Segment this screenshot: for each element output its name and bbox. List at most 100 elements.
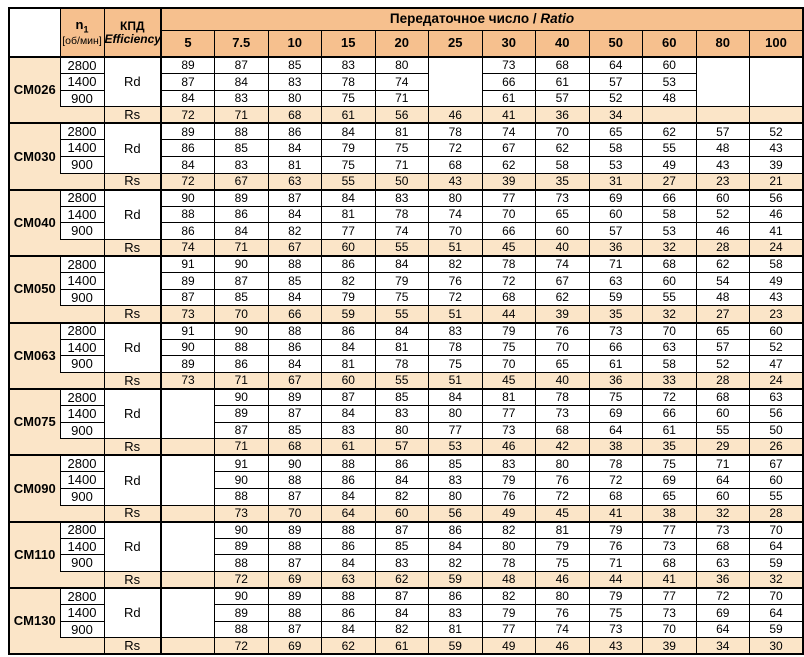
rs-value-cell: 72 [160, 106, 215, 125]
efficiency-value-cell: 65 [588, 122, 643, 141]
efficiency-value-cell: 80 [374, 421, 429, 440]
speed-cell: 900 [59, 620, 105, 639]
speed-cell: 900 [59, 355, 105, 373]
rs-value-cell: 49 [481, 504, 536, 523]
efficiency-value-cell: 80 [374, 56, 429, 75]
efficiency-value-cell: 78 [428, 122, 483, 141]
efficiency-value-cell: 82 [374, 487, 429, 506]
efficiency-value-cell: 68 [428, 156, 483, 174]
efficiency-value-cell: 87 [267, 620, 322, 639]
efficiency-value-cell: 85 [428, 454, 483, 473]
ratio-title-en: Ratio [540, 11, 575, 27]
efficiency-value-cell: 61 [588, 355, 643, 373]
rs-value-cell: 34 [695, 637, 750, 656]
efficiency-value-cell: 84 [428, 537, 483, 556]
efficiency-value-cell: 79 [588, 520, 643, 539]
efficiency-value-cell: 84 [160, 89, 215, 108]
efficiency-value-cell: 86 [321, 537, 376, 556]
efficiency-value-cell: 60 [588, 205, 643, 224]
efficiency-value-cell: 69 [695, 604, 750, 622]
rs-type-cell: Rs [103, 172, 162, 191]
efficiency-label-en: Efficiency [104, 31, 161, 46]
efficiency-value-cell: 61 [535, 73, 590, 91]
efficiency-value-cell: 88 [321, 587, 376, 606]
speed-cell: 2800 [59, 587, 105, 606]
ratio-col-header: 15 [321, 29, 376, 58]
model-name-cell: CM110 [8, 520, 60, 590]
rs-value-cell: 56 [428, 504, 483, 523]
rs-value-cell: 55 [374, 305, 429, 324]
efficiency-value-cell: 62 [535, 139, 590, 158]
rs-value-cell [749, 106, 804, 125]
efficiency-value-cell: 80 [428, 487, 483, 506]
efficiency-value-cell: 84 [267, 288, 322, 307]
table-row: CM030 2800 Rd 89 88 86 84 81 78 74 70 65 62 57 52 [8, 122, 804, 191]
efficiency-value-cell: 55 [642, 288, 697, 307]
efficiency-value-cell: 73 [642, 604, 697, 622]
rs-value-cell: 71 [214, 438, 269, 457]
speed-cell: 2800 [59, 188, 105, 207]
efficiency-value-cell: 78 [374, 205, 429, 224]
table-row-rs: Rs 71 68 61 57 53 46 42 38 35 29 26 [9, 438, 804, 457]
efficiency-value-cell: 86 [321, 471, 376, 489]
efficiency-value-cell: 66 [481, 73, 536, 91]
rs-value-cell: 73 [160, 371, 215, 390]
efficiency-value-cell: 83 [428, 321, 483, 340]
efficiency-value-cell: 67 [535, 272, 590, 290]
rs-value-cell: 60 [321, 371, 376, 390]
speed-cell: 1400 [59, 471, 105, 489]
efficiency-value-cell: 89 [214, 604, 269, 622]
rs-value-cell: 74 [160, 239, 215, 258]
rs-value-cell: 38 [588, 438, 643, 457]
rs-type-cell: Rs [103, 504, 162, 523]
rs-value-cell: 35 [588, 305, 643, 324]
rs-speed-spacer [60, 637, 105, 656]
efficiency-value-cell: 81 [428, 620, 483, 639]
efficiency-value-cell: 72 [588, 471, 643, 489]
efficiency-value-cell: 86 [321, 321, 376, 340]
model-name-cell: CM050 [8, 255, 60, 324]
rs-value-cell: 45 [481, 371, 536, 390]
rs-value-cell: 69 [267, 570, 322, 589]
efficiency-value-cell: 81 [374, 338, 429, 357]
efficiency-value-cell: 64 [749, 537, 804, 556]
efficiency-value-cell: 75 [588, 604, 643, 622]
rs-value-cell: 41 [481, 106, 536, 125]
rs-value-cell: 67 [267, 239, 322, 258]
rs-value-cell: 73 [214, 504, 269, 523]
efficiency-value-cell: 62 [642, 122, 697, 141]
rs-value-cell: 41 [642, 570, 697, 589]
efficiency-value-cell: 89 [267, 387, 322, 406]
efficiency-value-cell: 72 [428, 139, 483, 158]
efficiency-value-cell: 89 [214, 537, 269, 556]
efficiency-value-cell: 76 [588, 537, 643, 556]
efficiency-value-cell: 55 [642, 139, 697, 158]
rs-type-cell: Rs [103, 239, 162, 258]
rs-value-cell: 55 [374, 239, 429, 258]
efficiency-value-cell: 53 [642, 222, 697, 241]
efficiency-value-cell: 65 [535, 205, 590, 224]
efficiency-value-cell: 47 [749, 355, 804, 373]
table-row: 900 84 83 80 75 71 61 57 52 48 [9, 89, 803, 108]
rs-value-cell: 51 [428, 305, 483, 324]
efficiency-value-cell: 75 [535, 554, 590, 572]
efficiency-value-cell: 60 [695, 487, 750, 506]
efficiency-value-cell: 90 [160, 188, 215, 207]
efficiency-value-cell: 82 [481, 587, 536, 606]
efficiency-value-cell: 79 [321, 288, 376, 307]
efficiency-value-cell: 85 [267, 272, 322, 290]
efficiency-value-cell: 43 [749, 288, 804, 307]
speed-cell: 1400 [59, 73, 105, 91]
efficiency-value-cell: 89 [160, 355, 215, 373]
rs-speed-spacer [60, 172, 105, 191]
rs-value-cell: 35 [535, 172, 590, 191]
rs-value-cell: 51 [428, 239, 483, 258]
efficiency-value-cell: 83 [214, 156, 269, 174]
efficiency-value-cell: 70 [642, 321, 697, 340]
ratio-title-ru: Передаточное число / [389, 11, 541, 27]
efficiency-value-cell: 90 [214, 587, 269, 606]
efficiency-value-cell: 72 [481, 272, 536, 290]
efficiency-value-cell: 62 [481, 156, 536, 174]
efficiency-value-cell: 74 [428, 205, 483, 224]
